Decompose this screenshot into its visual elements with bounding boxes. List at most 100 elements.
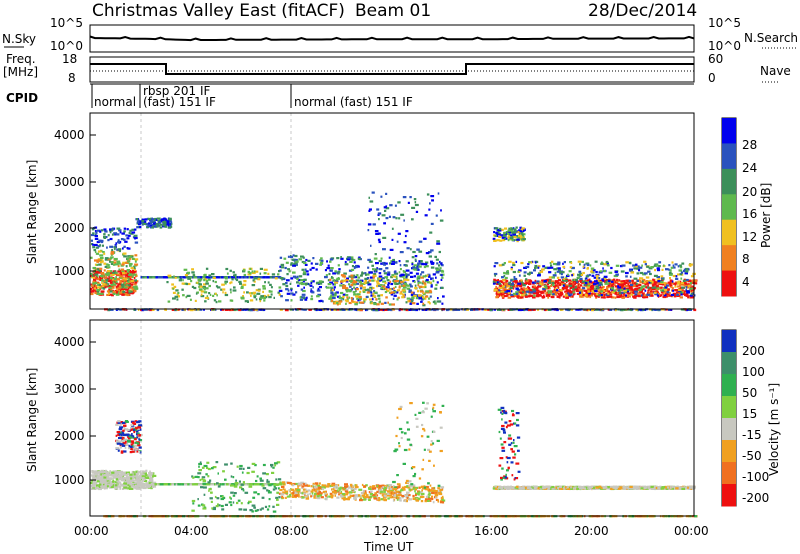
power-cell-3-38 — [144, 218, 148, 221]
power-cell-12-159 — [545, 308, 548, 311]
power-cell-7-113 — [422, 302, 425, 305]
power-cell-9-448 — [622, 287, 625, 290]
power-cell-7-152 — [422, 280, 425, 283]
power-cell-0-254 — [90, 287, 92, 290]
power-cell-5-44 — [240, 286, 244, 289]
power-cell-9-546 — [532, 296, 536, 299]
power-cell-1-88 — [99, 254, 104, 257]
power-cell-10-149 — [570, 261, 573, 264]
power-cell-10-443 — [677, 288, 682, 292]
velocity-cell-0-304 — [107, 474, 110, 477]
velocity-cell-0-293 — [91, 487, 93, 490]
cpid-label: CPID — [6, 91, 38, 105]
power-cell-10-310 — [557, 261, 561, 264]
power-cell-11-72 — [506, 232, 510, 235]
power-cell-0-62 — [108, 277, 111, 280]
power-cell-12-154 — [502, 308, 505, 311]
power-cell-10-166 — [636, 272, 640, 275]
power-cell-2-5 — [107, 239, 110, 242]
velocity-cell-0-476 — [103, 485, 107, 488]
power-cell-10-372 — [643, 285, 646, 288]
power-cell-10-212 — [550, 260, 554, 263]
power-cell-10-49 — [549, 266, 554, 269]
power-cell-5-187 — [203, 274, 207, 277]
power-cell-9-824 — [646, 280, 649, 283]
power-cell-9-747 — [541, 291, 545, 294]
power-cell-0-229 — [91, 290, 95, 293]
power-cell-6-6 — [408, 283, 412, 286]
power-cell-11-45 — [492, 237, 496, 240]
velocity-cell-0-455 — [114, 484, 118, 487]
power-cell-6-152 — [331, 293, 334, 296]
power-cell-9-894 — [520, 282, 523, 285]
power-cell-8-51 — [385, 217, 389, 220]
power-cell-1-96 — [122, 277, 125, 280]
power-cell-10-474 — [534, 281, 537, 285]
power-cell-9-193 — [628, 281, 631, 284]
power-cell-12-347 — [390, 308, 393, 312]
power-cell-9-884 — [553, 292, 558, 295]
power-cell-10-428 — [635, 263, 638, 266]
power-cell-6-430 — [328, 297, 332, 300]
power-cell-5-151 — [173, 285, 177, 288]
power-cell-10-124 — [677, 280, 680, 284]
power-cell-5-127 — [203, 288, 206, 291]
velocity-cell-0-223 — [98, 472, 101, 475]
power-cell-9-642 — [628, 289, 631, 292]
power-cell-8-89 — [426, 193, 430, 196]
power-cell-10-446 — [638, 269, 641, 272]
power-cell-6-416 — [367, 266, 370, 269]
velocity-cell-0-115 — [119, 487, 122, 490]
power-cell-7-138 — [345, 300, 349, 303]
power-cell-10-257 — [603, 277, 607, 280]
power-cell-7-176 — [339, 284, 343, 287]
power-cell-3-59 — [151, 217, 153, 220]
power-cell-7-65 — [411, 302, 416, 305]
velocity-cell-1-107 — [117, 449, 120, 452]
power-cell-0-131 — [94, 290, 97, 293]
power-cell-10-452 — [559, 270, 564, 274]
power-cell-10-262 — [639, 277, 644, 280]
power-cell-5-8 — [166, 281, 169, 284]
power-cell-6-277 — [368, 260, 373, 263]
power-cell-10-30 — [579, 290, 582, 293]
velocity-cell-1-35 — [138, 446, 142, 449]
freq-right-tick-top: 60 — [708, 52, 723, 66]
power-cell-7-27 — [344, 287, 349, 290]
power-cell-0-139 — [125, 274, 129, 277]
power-cell-1-71 — [132, 275, 134, 278]
power-cell-1-16 — [128, 257, 132, 260]
power-cell-10-282 — [591, 274, 595, 277]
power-cell-9-653 — [583, 289, 588, 292]
power-cell-10-325 — [685, 278, 689, 282]
power-cell-10-314 — [515, 292, 519, 296]
power-cell-6-26 — [289, 282, 292, 285]
power-cell-1-186 — [94, 263, 97, 266]
power-cell-5-148 — [204, 296, 209, 300]
power-cell-12-337 — [457, 308, 461, 311]
power-cell-9-638 — [652, 285, 655, 288]
power-cell-6-279 — [395, 275, 398, 278]
velocity-cell-1-65 — [136, 436, 140, 439]
noise-left-tick-bottom: 10^0 — [50, 39, 83, 53]
power-cell-5-154 — [250, 294, 252, 297]
power-cell-6-52 — [403, 270, 406, 274]
power-cell-1-48 — [104, 265, 108, 268]
power-cell-6-161 — [305, 296, 308, 299]
power-cell-10-362 — [610, 287, 615, 290]
power-cell-8-0 — [424, 214, 428, 217]
power-cell-6-388 — [364, 277, 369, 280]
power-cell-6-132 — [416, 268, 420, 271]
power-cell-8-27 — [405, 275, 408, 278]
power-cell-10-192 — [530, 291, 534, 294]
power-cell-3-62 — [155, 218, 158, 221]
power-cell-9-672 — [573, 280, 576, 283]
power-cell-6-282 — [342, 298, 345, 301]
power-cell-9-706 — [536, 293, 540, 297]
power-cell-9-869 — [691, 290, 694, 294]
noise-right-tick-top: 10^5 — [708, 16, 741, 30]
power-cell-9-775 — [514, 294, 517, 297]
power-cell-6-60 — [384, 301, 387, 304]
power-cell-10-324 — [503, 271, 506, 275]
power-cell-10-133 — [595, 285, 600, 288]
